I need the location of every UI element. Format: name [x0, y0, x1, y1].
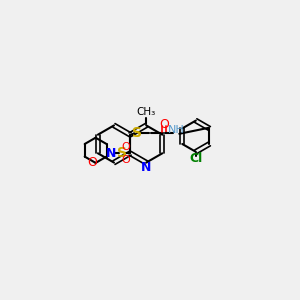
Text: CH₃: CH₃: [136, 107, 156, 117]
Text: N: N: [106, 147, 116, 160]
Text: O: O: [159, 118, 169, 131]
Text: O: O: [122, 155, 130, 165]
Text: Cl: Cl: [189, 152, 203, 165]
Text: O: O: [87, 156, 97, 170]
Text: S: S: [117, 146, 127, 160]
Text: S: S: [132, 126, 142, 140]
Text: NH: NH: [168, 125, 185, 135]
Text: N: N: [141, 160, 152, 174]
Text: O: O: [122, 142, 130, 152]
